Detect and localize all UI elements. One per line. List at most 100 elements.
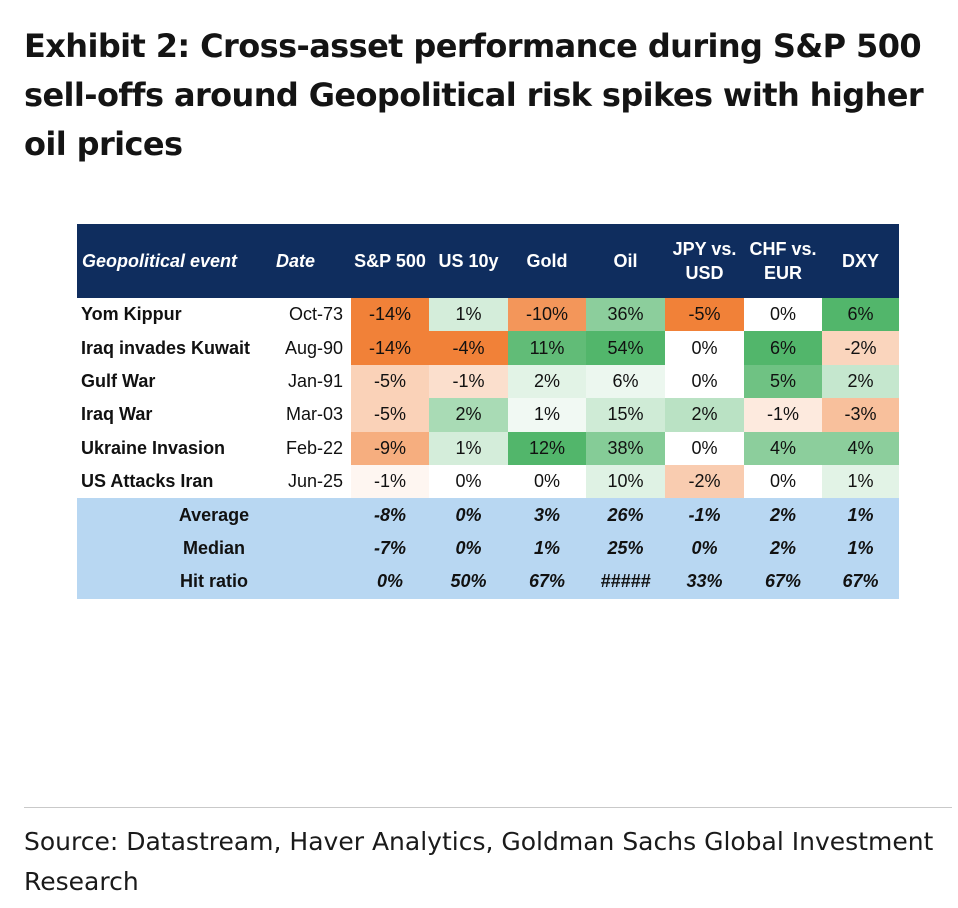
header-chfeur: CHF vs. EUR [744, 224, 822, 298]
summary-cell-us10y: 50% [429, 565, 508, 599]
cell-chfeur: 0% [744, 464, 822, 499]
cell-oil: 6% [586, 364, 665, 399]
summary-cell-sp500: 0% [351, 565, 429, 599]
table-row: US Attacks Iran Jun-25 -1% 0% 0% 10% -2% 0% 1% [77, 464, 899, 499]
cell-us10y: 0% [429, 464, 508, 499]
event-name: Ukraine Invasion [81, 437, 226, 458]
summary-row: Average -8% 0% 3% 26% -1% 2% 1% [77, 498, 899, 532]
event-name: Gulf War [81, 370, 156, 391]
cell-dxy: 4% [822, 431, 899, 465]
cell-oil: 54% [586, 331, 665, 365]
cell-gold: 11% [508, 331, 586, 365]
cell-sp500: -14% [351, 298, 429, 332]
cell-oil: 36% [586, 298, 665, 332]
cell-dxy: 6% [822, 298, 899, 332]
event-name: Iraq invades Kuwait [81, 337, 251, 358]
header-oil: Oil [586, 224, 665, 298]
event-name: US Attacks Iran [81, 471, 214, 492]
summary-label: Average [77, 498, 351, 532]
header-dxy: DXY [822, 224, 899, 298]
cell-sp500: -9% [351, 431, 429, 465]
header-date: Date [268, 224, 351, 298]
table-body: Yom Kippur Oct-73 -14% 1% -10% 36% -5% 0% 6% Iraq… [77, 298, 899, 599]
performance-table-container: Geopolitical event Date S&P 500 US 10y G… [77, 224, 899, 599]
summary-cell-jpyusd: 0% [665, 531, 744, 566]
cell-gold: 2% [508, 364, 586, 399]
event-date: Feb-22 [285, 437, 343, 458]
summary-cell-oil: 26% [586, 498, 665, 532]
cell-gold: 0% [508, 464, 586, 499]
table-row: Iraq invades Kuwait Aug-90 -14% -4% 11% 54% 0%… [77, 331, 899, 365]
summary-label: Hit ratio [77, 565, 351, 599]
event-date: Jun-25 [287, 471, 343, 492]
summary-cell-oil: 25% [586, 531, 665, 566]
summary-cell-gold: 1% [508, 531, 586, 566]
cell-jpyusd: 2% [665, 398, 744, 432]
summary-cell-chfeur: 67% [744, 565, 822, 599]
cell-us10y: 1% [429, 298, 508, 332]
cell-sp500: -14% [351, 331, 429, 365]
table-header-row: Geopolitical event Date S&P 500 US 10y G… [77, 224, 899, 298]
cell-chfeur: 0% [744, 298, 822, 332]
event-date: Oct-73 [288, 304, 343, 325]
summary-cell-dxy: 1% [822, 531, 899, 566]
cell-chfeur: 5% [744, 364, 822, 399]
summary-cell-gold: 67% [508, 565, 586, 599]
header-sp500: S&P 500 [351, 224, 429, 298]
table-row: Ukraine Invasion Feb-22 -9% 1% 12% 38% 0% 4% 4% [77, 431, 899, 465]
cell-sp500: -5% [351, 364, 429, 399]
table-row: Gulf War Jan-91 -5% -1% 2% 6% 0% 5% 2% [77, 364, 899, 399]
cell-gold: -10% [508, 298, 586, 332]
event-date: Jan-91 [287, 370, 343, 391]
cell-chfeur: 6% [744, 331, 822, 365]
summary-cell-sp500: -7% [351, 531, 429, 566]
summary-cell-jpyusd: 33% [665, 565, 744, 599]
cell-oil: 15% [586, 398, 665, 432]
cell-chfeur: 4% [744, 431, 822, 465]
summary-cell-gold: 3% [508, 498, 586, 532]
cell-us10y: -4% [429, 331, 508, 365]
header-jpyusd: JPY vs. USD [665, 224, 744, 298]
event-date: Mar-03 [285, 404, 343, 425]
cell-gold: 1% [508, 398, 586, 432]
header-gold: Gold [508, 224, 586, 298]
event-name: Yom Kippur [81, 304, 182, 325]
chart-title: Exhibit 2: Cross-asset performance durin… [24, 27, 924, 163]
summary-row: Median -7% 0% 1% 25% 0% 2% 1% [77, 531, 899, 566]
cell-dxy: -2% [822, 331, 899, 365]
summary-cell-sp500: -8% [351, 498, 429, 532]
header-event: Geopolitical event [77, 224, 268, 298]
header-us10y: US 10y [429, 224, 508, 298]
cell-dxy: -3% [822, 398, 899, 432]
summary-row: Hit ratio 0% 50% 67% ##### 33% 67% 67% [77, 565, 899, 599]
cell-jpyusd: 0% [665, 431, 744, 465]
summary-label: Median [77, 531, 351, 566]
cell-chfeur: -1% [744, 398, 822, 432]
cell-jpyusd: -5% [665, 298, 744, 332]
table-row: Yom Kippur Oct-73 -14% 1% -10% 36% -5% 0% 6% [77, 298, 899, 332]
summary-cell-chfeur: 2% [744, 498, 822, 532]
cell-us10y: 2% [429, 398, 508, 432]
event-date: Aug-90 [284, 337, 343, 358]
cell-oil: 10% [586, 464, 665, 499]
event-name: Iraq War [81, 404, 153, 425]
cell-jpyusd: -2% [665, 464, 744, 499]
table-row: Iraq War Mar-03 -5% 2% 1% 15% 2% -1% -3% [77, 398, 899, 432]
summary-cell-us10y: 0% [429, 531, 508, 566]
cell-oil: 38% [586, 431, 665, 465]
cell-us10y: 1% [429, 431, 508, 465]
cell-sp500: -1% [351, 464, 429, 499]
summary-cell-jpyusd: -1% [665, 498, 744, 532]
cell-jpyusd: 0% [665, 364, 744, 399]
performance-table: Geopolitical event Date S&P 500 US 10y G… [77, 224, 899, 599]
cell-sp500: -5% [351, 398, 429, 432]
cell-dxy: 2% [822, 364, 899, 399]
summary-cell-chfeur: 2% [744, 531, 822, 566]
summary-cell-dxy: 67% [822, 565, 899, 599]
summary-cell-oil: ##### [586, 565, 665, 599]
cell-us10y: -1% [429, 364, 508, 399]
source-note: Source: Datastream, Haver Analytics, Gol… [24, 827, 934, 896]
summary-cell-us10y: 0% [429, 498, 508, 532]
summary-cell-dxy: 1% [822, 498, 899, 532]
source-divider [24, 807, 952, 808]
